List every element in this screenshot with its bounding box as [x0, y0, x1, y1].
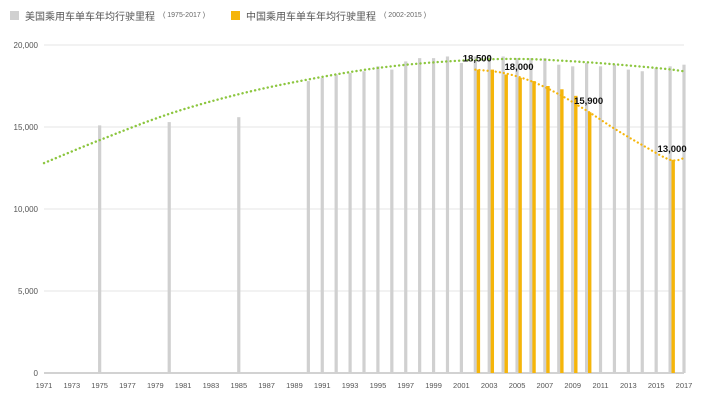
bar-us	[445, 56, 450, 373]
data-label: 13,000	[658, 144, 687, 155]
bar-us	[390, 69, 394, 373]
bar-cn	[671, 159, 675, 373]
data-label: 18,500	[463, 54, 492, 65]
x-tick-label: 1989	[286, 381, 303, 390]
bar-us	[320, 77, 324, 374]
bar-cn	[546, 86, 550, 373]
x-tick-label: 2013	[620, 381, 637, 390]
bar-us	[487, 54, 491, 374]
bar-us	[167, 122, 171, 373]
bar-us	[654, 67, 658, 374]
data-label: 18,000	[505, 62, 534, 73]
trendline-cn	[474, 68, 686, 162]
x-tick-label: 1975	[91, 381, 108, 390]
bar-cn	[476, 69, 481, 373]
bar-cn	[490, 69, 495, 373]
bar-cn	[574, 95, 578, 373]
bar-us	[501, 56, 505, 373]
bar-cn	[560, 89, 564, 373]
y-tick-label: 20,000	[14, 41, 39, 50]
x-tick-label: 2009	[564, 381, 581, 390]
x-tick-label: 2003	[481, 381, 498, 390]
data-label: 15,900	[574, 96, 603, 107]
bar-us	[529, 58, 533, 374]
x-tick-label: 1995	[370, 381, 387, 390]
x-tick-label: 1987	[258, 381, 275, 390]
bar-us	[306, 81, 310, 373]
bar-us	[626, 69, 630, 373]
bar-us	[376, 66, 380, 373]
x-tick-label: 2011	[592, 381, 608, 390]
bar-us	[598, 66, 603, 373]
legend-range-cn: ( 2002-2015 )	[384, 12, 427, 19]
bar-cn	[518, 77, 522, 374]
legend-item-us: 美国乘用车单车年均行驶里程 ( 1975-2017 )	[10, 8, 205, 23]
y-tick-label: 5,000	[18, 287, 39, 296]
bar-us	[334, 74, 338, 374]
legend-swatch-us	[10, 11, 19, 20]
x-tick-label: 2007	[537, 381, 554, 390]
x-tick-label: 2015	[648, 381, 665, 390]
x-tick-label: 1983	[203, 381, 220, 390]
bar-us	[515, 58, 519, 374]
bar-us	[543, 58, 547, 374]
bar-us	[362, 71, 366, 374]
x-tick-label: 1999	[425, 381, 442, 390]
bar-us	[98, 125, 102, 373]
bar-us	[640, 71, 644, 374]
x-tick-label: 1981	[175, 381, 192, 390]
y-tick-label: 0	[34, 369, 39, 378]
bar-us	[668, 66, 672, 373]
legend-label-cn: 中国乘用车单车年均行驶里程	[246, 12, 377, 23]
bar-us	[612, 64, 617, 374]
bar-us	[473, 56, 477, 373]
x-tick-label: 2017	[676, 381, 693, 390]
legend-range-us: ( 1975-2017 )	[163, 12, 206, 19]
legend-item-cn: 中国乘用车单车年均行驶里程 ( 2002-2015 )	[231, 8, 426, 23]
y-tick-label: 15,000	[14, 123, 39, 132]
x-tick-label: 1973	[63, 381, 80, 390]
bar-us	[431, 58, 436, 374]
x-tick-label: 2001	[453, 381, 470, 390]
bar-us	[459, 63, 463, 373]
x-tick-label: 1971	[36, 381, 53, 390]
bar-us	[571, 66, 575, 373]
bar-us	[585, 63, 589, 373]
legend-swatch-cn	[231, 11, 241, 20]
x-tick-label: 1977	[119, 381, 136, 390]
bar-cn	[588, 112, 592, 374]
bar-cn	[504, 74, 508, 374]
legend: 美国乘用车单车年均行驶里程 ( 1975-2017 ) 中国乘用车单车年均行驶里…	[10, 8, 426, 23]
bar-us	[348, 72, 352, 373]
legend-label-us: 美国乘用车单车年均行驶里程	[25, 12, 155, 23]
trendline-us	[42, 57, 686, 165]
x-tick-label: 2005	[509, 381, 526, 390]
bar-us	[682, 64, 686, 374]
x-tick-label: 1993	[342, 381, 359, 390]
bar-us	[404, 61, 408, 374]
bar-us	[237, 117, 241, 373]
x-tick-label: 1991	[314, 381, 331, 390]
y-tick-label: 10,000	[14, 205, 39, 214]
bar-cn	[532, 81, 536, 373]
x-tick-label: 1979	[147, 381, 164, 390]
x-tick-label: 1997	[397, 381, 414, 390]
bar-us	[557, 64, 561, 374]
x-tick-label: 1985	[230, 381, 247, 390]
bar-us	[418, 58, 422, 374]
